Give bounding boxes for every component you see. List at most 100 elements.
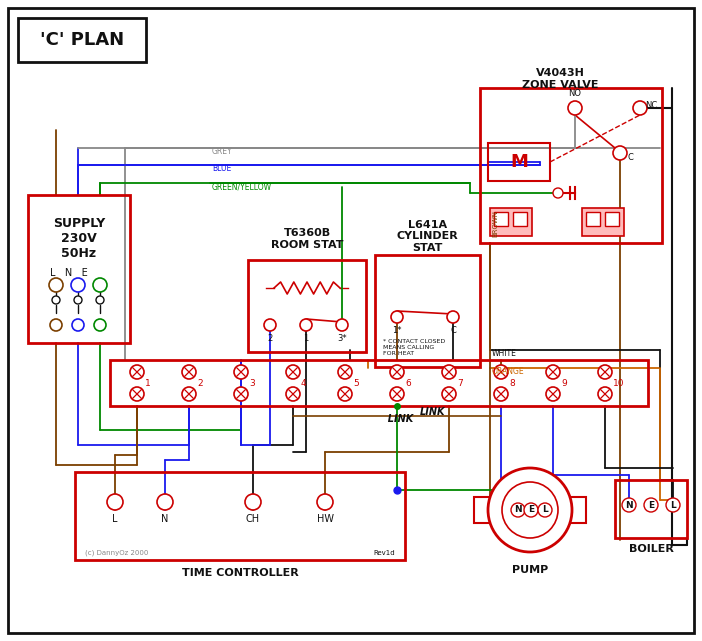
- Circle shape: [442, 365, 456, 379]
- FancyBboxPatch shape: [586, 212, 600, 226]
- Circle shape: [391, 311, 403, 323]
- Text: 3: 3: [249, 378, 255, 388]
- Text: N: N: [514, 506, 522, 515]
- Circle shape: [74, 296, 82, 304]
- Circle shape: [234, 365, 248, 379]
- Circle shape: [93, 278, 107, 292]
- Text: BLUE: BLUE: [212, 164, 231, 173]
- Text: N: N: [161, 514, 168, 524]
- Text: L: L: [670, 501, 676, 510]
- Circle shape: [538, 503, 552, 517]
- Text: Rev1d: Rev1d: [373, 550, 395, 556]
- Circle shape: [598, 365, 612, 379]
- Circle shape: [622, 498, 636, 512]
- Circle shape: [338, 365, 352, 379]
- Text: L: L: [542, 506, 548, 515]
- Circle shape: [234, 387, 248, 401]
- Text: LINK: LINK: [420, 407, 446, 417]
- Circle shape: [598, 387, 612, 401]
- Text: BOILER: BOILER: [628, 544, 673, 554]
- Circle shape: [553, 188, 563, 198]
- Text: M: M: [510, 153, 528, 171]
- Circle shape: [613, 146, 627, 160]
- Text: C: C: [450, 326, 456, 335]
- Text: 1: 1: [145, 378, 151, 388]
- Circle shape: [524, 503, 538, 517]
- Circle shape: [494, 365, 508, 379]
- Text: HW: HW: [317, 514, 333, 524]
- Text: 5: 5: [353, 378, 359, 388]
- Circle shape: [130, 365, 144, 379]
- Text: L   N   E: L N E: [50, 268, 88, 278]
- Circle shape: [72, 319, 84, 331]
- Circle shape: [245, 494, 261, 510]
- Circle shape: [568, 101, 582, 115]
- Circle shape: [286, 365, 300, 379]
- Text: PUMP: PUMP: [512, 565, 548, 575]
- Circle shape: [666, 498, 680, 512]
- Circle shape: [502, 482, 558, 538]
- Circle shape: [52, 296, 60, 304]
- Text: T6360B
ROOM STAT: T6360B ROOM STAT: [271, 228, 343, 249]
- FancyBboxPatch shape: [605, 212, 619, 226]
- Circle shape: [107, 494, 123, 510]
- FancyBboxPatch shape: [513, 212, 527, 226]
- Text: ORANGE: ORANGE: [492, 367, 524, 376]
- Text: BROWN: BROWN: [492, 210, 498, 237]
- Text: 8: 8: [509, 378, 515, 388]
- Text: C: C: [628, 153, 634, 163]
- Circle shape: [157, 494, 173, 510]
- Circle shape: [546, 365, 560, 379]
- Circle shape: [182, 365, 196, 379]
- Text: TIME CONTROLLER: TIME CONTROLLER: [182, 568, 298, 578]
- Text: GREY: GREY: [212, 147, 232, 156]
- Text: L641A
CYLINDER
STAT: L641A CYLINDER STAT: [397, 220, 458, 253]
- Text: 1: 1: [303, 334, 309, 343]
- Circle shape: [182, 387, 196, 401]
- Circle shape: [390, 365, 404, 379]
- Circle shape: [94, 319, 106, 331]
- Text: 1*: 1*: [392, 326, 402, 335]
- Circle shape: [546, 387, 560, 401]
- Circle shape: [130, 387, 144, 401]
- Text: 7: 7: [457, 378, 463, 388]
- Text: * CONTACT CLOSED
MEANS CALLING
FOR HEAT: * CONTACT CLOSED MEANS CALLING FOR HEAT: [383, 339, 445, 356]
- Circle shape: [49, 278, 63, 292]
- Text: 6: 6: [405, 378, 411, 388]
- Text: E: E: [528, 506, 534, 515]
- Circle shape: [488, 468, 572, 552]
- Text: (c) DannyOz 2000: (c) DannyOz 2000: [85, 549, 148, 556]
- Circle shape: [300, 319, 312, 331]
- FancyBboxPatch shape: [490, 208, 532, 236]
- Text: E: E: [648, 501, 654, 510]
- FancyBboxPatch shape: [582, 208, 624, 236]
- Circle shape: [633, 101, 647, 115]
- Circle shape: [264, 319, 276, 331]
- Text: 9: 9: [561, 378, 567, 388]
- Circle shape: [447, 311, 459, 323]
- Circle shape: [494, 387, 508, 401]
- Circle shape: [317, 494, 333, 510]
- Circle shape: [390, 387, 404, 401]
- Circle shape: [50, 319, 62, 331]
- Circle shape: [286, 387, 300, 401]
- Text: NO: NO: [569, 89, 581, 98]
- Text: 2: 2: [267, 334, 272, 343]
- Text: GREEN/YELLOW: GREEN/YELLOW: [212, 182, 272, 191]
- FancyBboxPatch shape: [494, 212, 508, 226]
- Text: L: L: [112, 514, 118, 524]
- Circle shape: [336, 319, 348, 331]
- Circle shape: [96, 296, 104, 304]
- Text: 10: 10: [613, 378, 625, 388]
- Text: SUPPLY
230V
50Hz: SUPPLY 230V 50Hz: [53, 217, 105, 260]
- Circle shape: [338, 387, 352, 401]
- Text: 3*: 3*: [337, 334, 347, 343]
- Text: N: N: [625, 501, 633, 510]
- Circle shape: [442, 387, 456, 401]
- Circle shape: [511, 503, 525, 517]
- Text: NC: NC: [645, 101, 657, 110]
- Text: 2: 2: [197, 378, 203, 388]
- Text: V4043H
ZONE VALVE: V4043H ZONE VALVE: [522, 68, 598, 90]
- Text: CH: CH: [246, 514, 260, 524]
- Text: WHITE: WHITE: [492, 349, 517, 358]
